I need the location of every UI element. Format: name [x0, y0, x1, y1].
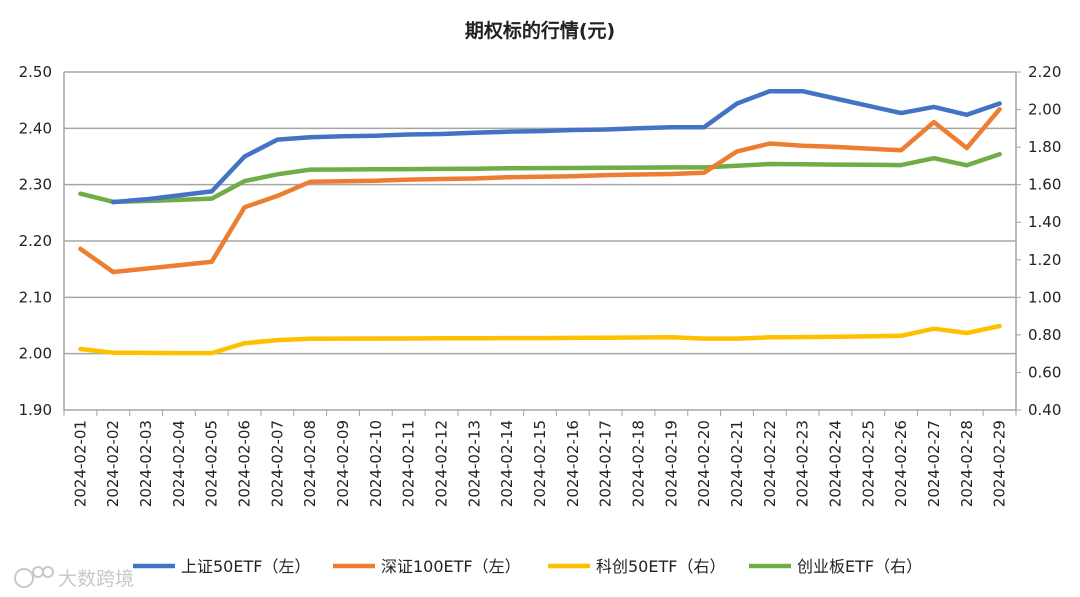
x-tick-label: 2024-02-14	[498, 420, 516, 507]
left-tick-label: 2.10	[19, 288, 52, 306]
right-tick-label: 1.60	[1028, 176, 1061, 194]
left-tick-label: 2.20	[19, 232, 52, 250]
x-tick-label: 2024-02-17	[597, 420, 615, 507]
right-tick-label: 0.80	[1028, 326, 1061, 344]
right-tick-label: 0.40	[1028, 401, 1061, 419]
x-tick-label: 2024-02-15	[531, 420, 549, 507]
right-tick-label: 1.20	[1028, 251, 1061, 269]
series-line-1	[78, 106, 1002, 275]
x-tick-label: 2024-02-07	[268, 420, 286, 507]
right-tick-label: 1.80	[1028, 138, 1061, 156]
x-tick-label: 2024-02-18	[629, 420, 647, 507]
right-tick-label: 2.20	[1028, 63, 1061, 81]
x-tick-label: 2024-02-19	[662, 420, 680, 507]
series-line-0	[110, 88, 1002, 205]
right-tick-label: 2.00	[1028, 101, 1061, 119]
series-lines	[78, 88, 1002, 356]
x-tick-label: 2024-02-02	[104, 420, 122, 507]
x-tick-label: 2024-02-03	[137, 420, 155, 507]
watermark: 大数跨境	[14, 566, 134, 590]
x-tick-label: 2024-02-27	[925, 420, 943, 507]
x-tick-label: 2024-02-06	[236, 420, 254, 507]
right-tick-label: 0.60	[1028, 363, 1061, 381]
left-tick-label: 2.40	[19, 119, 52, 137]
left-tick-label: 2.30	[19, 176, 52, 194]
chart-title: 期权标的行情(元)	[465, 19, 615, 42]
x-tick-label: 2024-02-09	[334, 420, 352, 507]
x-tick-label: 2024-02-05	[203, 420, 221, 507]
legend-label: 深证100ETF（左）	[381, 557, 521, 576]
x-tick-label: 2024-02-29	[991, 420, 1009, 507]
left-tick-label: 2.00	[19, 345, 52, 363]
left-tick-label: 1.90	[19, 401, 52, 419]
series-line-2	[78, 323, 1002, 356]
gridlines	[64, 71, 1016, 411]
x-tick-label: 2024-02-13	[465, 420, 483, 507]
watermark-text: 大数跨境	[58, 568, 134, 590]
x-tick-label: 2024-02-26	[892, 420, 910, 507]
left-tick-label: 2.50	[19, 63, 52, 81]
x-tick-label: 2024-02-08	[301, 420, 319, 507]
x-tick-label: 2024-02-10	[367, 420, 385, 507]
x-tick-label: 2024-02-12	[433, 420, 451, 507]
x-tick-label: 2024-02-28	[958, 420, 976, 507]
x-tick-label: 2024-02-20	[695, 420, 713, 507]
x-tick-label: 2024-02-21	[728, 420, 746, 507]
legend-label: 上证50ETF（左）	[181, 557, 310, 576]
right-tick-label: 1.40	[1028, 213, 1061, 231]
axes: 1.90 2.00 2.10 2.20 2.30 2.40 2.50 0.40 0.60 0.80…	[19, 63, 1062, 507]
x-tick-label: 2024-02-23	[794, 420, 812, 507]
legend-label: 创业板ETF（右）	[797, 557, 922, 576]
legend-label: 科创50ETF（右）	[596, 557, 725, 576]
watermark-logo-icon	[14, 566, 54, 588]
right-tick-label: 1.00	[1028, 288, 1061, 306]
legend: 上证50ETF（左） 深证100ETF（左） 科创50ETF（右） 创业板ETF（右）	[133, 557, 922, 576]
x-tick-label: 2024-02-25	[859, 420, 877, 507]
x-tick-label: 2024-02-16	[564, 420, 582, 507]
x-tick-label: 2024-02-24	[826, 420, 844, 507]
x-tick-label: 2024-02-22	[761, 420, 779, 507]
x-tick-label: 2024-02-01	[71, 420, 89, 507]
x-tick-label: 2024-02-04	[170, 420, 188, 507]
series-line-3	[78, 151, 1002, 205]
x-tick-label: 2024-02-11	[400, 420, 418, 507]
